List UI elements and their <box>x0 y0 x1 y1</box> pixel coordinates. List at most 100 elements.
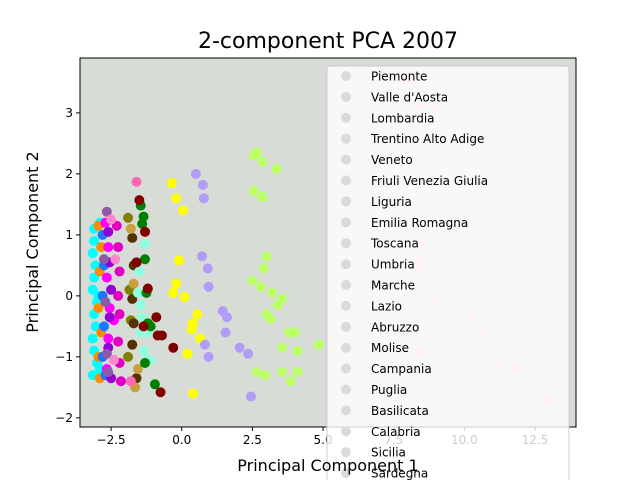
chart-title: 2-component PCA 2007 <box>198 29 458 54</box>
data-point <box>168 342 179 353</box>
legend-marker <box>341 217 351 228</box>
y-tick-label: 2 <box>65 167 73 181</box>
data-point <box>247 275 258 286</box>
data-point <box>178 205 189 216</box>
data-point <box>132 364 143 375</box>
data-point <box>190 168 201 179</box>
data-point <box>166 178 177 189</box>
legend-marker <box>341 91 351 102</box>
data-point <box>140 254 151 265</box>
legend-marker <box>341 363 351 374</box>
data-point <box>127 339 138 350</box>
legend-marker <box>341 300 351 311</box>
data-point <box>99 254 110 265</box>
legend-marker <box>341 342 351 353</box>
data-point <box>257 156 268 167</box>
legend-entry: Campania <box>371 362 432 376</box>
legend-marker <box>341 447 351 458</box>
data-point <box>203 281 214 292</box>
data-point <box>96 242 107 253</box>
data-point <box>197 179 208 190</box>
legend-marker <box>341 71 351 81</box>
data-point <box>265 314 276 325</box>
data-point <box>134 266 145 277</box>
y-tick-label: 3 <box>65 106 73 120</box>
x-tick-label: −2.5 <box>97 433 126 447</box>
legend-entry: Valle d'Aosta <box>371 90 448 104</box>
data-point <box>313 339 324 350</box>
data-point <box>128 318 139 329</box>
legend-entry: Emilia Romagna <box>371 216 468 230</box>
data-point <box>106 284 117 295</box>
data-point <box>87 333 98 344</box>
legend-entry: Calabria <box>371 425 421 439</box>
legend-entry: Sicilia <box>371 446 406 460</box>
legend-marker <box>341 154 351 165</box>
legend-marker <box>341 384 351 395</box>
data-point <box>258 263 269 274</box>
legend-marker <box>341 112 351 123</box>
data-point <box>168 287 179 298</box>
data-point <box>186 324 197 335</box>
legend-entry: Toscana <box>370 237 419 251</box>
data-point <box>114 266 125 277</box>
x-tick-label: 2.5 <box>243 433 262 447</box>
legend-entry: Lazio <box>371 299 402 313</box>
data-point <box>221 312 232 323</box>
data-point <box>248 185 259 196</box>
data-point <box>257 192 268 203</box>
legend-box <box>326 65 570 480</box>
data-point <box>108 354 119 365</box>
data-point <box>115 376 126 387</box>
data-point <box>155 387 166 398</box>
data-point <box>156 330 167 341</box>
data-point <box>243 348 254 359</box>
data-point <box>292 345 303 356</box>
legend-marker <box>341 468 351 479</box>
data-point <box>131 176 142 187</box>
data-point <box>137 218 148 229</box>
data-point <box>260 370 271 381</box>
data-point <box>251 367 262 378</box>
data-point <box>103 242 114 253</box>
legend-marker <box>341 426 351 437</box>
data-point <box>173 255 184 266</box>
data-point <box>182 348 193 359</box>
data-point <box>145 321 156 332</box>
data-point <box>125 223 136 234</box>
legend-entry: Puglia <box>371 383 407 397</box>
legend-marker <box>341 321 351 332</box>
data-point <box>101 348 112 359</box>
data-point <box>132 287 143 298</box>
legend-marker <box>341 133 351 144</box>
data-point <box>131 257 142 268</box>
data-point <box>104 312 115 323</box>
data-point <box>202 263 213 274</box>
data-point <box>277 342 288 353</box>
data-point <box>138 321 149 332</box>
data-point <box>135 300 146 311</box>
data-point <box>103 226 114 237</box>
data-point <box>149 379 160 390</box>
data-point <box>125 376 136 387</box>
data-point <box>123 351 134 362</box>
data-point <box>113 336 124 347</box>
data-point <box>127 232 138 243</box>
data-point <box>289 327 300 338</box>
data-point <box>261 251 272 262</box>
data-point <box>89 235 100 246</box>
data-point <box>101 206 112 217</box>
legend-entry: Trentino Alto Adige <box>370 132 484 146</box>
legend-entry: Liguria <box>371 195 412 209</box>
data-point <box>128 278 139 289</box>
legend-marker <box>341 405 351 416</box>
legend-marker <box>341 196 351 207</box>
data-point <box>198 193 209 204</box>
legend-entry: Friuli Venezia Giulia <box>371 174 488 188</box>
data-point <box>220 327 231 338</box>
legend-entry: Lombardia <box>371 111 435 125</box>
data-point <box>140 226 151 237</box>
data-point <box>113 242 124 253</box>
legend-entry: Marche <box>371 279 415 293</box>
